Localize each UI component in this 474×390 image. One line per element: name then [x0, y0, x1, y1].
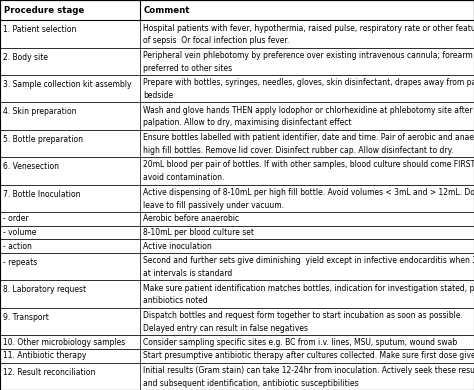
- Text: bedside: bedside: [143, 91, 173, 100]
- Bar: [0, 103, 474, 130]
- Text: 11. Antibiotic therapy: 11. Antibiotic therapy: [3, 351, 86, 360]
- Text: 1. Patient selection: 1. Patient selection: [3, 25, 76, 34]
- Bar: [0, 20, 474, 48]
- Bar: [0, 130, 474, 157]
- Text: 20mL blood per pair of bottles. If with other samples, blood culture should come: 20mL blood per pair of bottles. If with …: [143, 161, 474, 170]
- Text: Consider sampling specific sites e.g. BC from i.v. lines, MSU, sputum, wound swa: Consider sampling specific sites e.g. BC…: [143, 338, 457, 347]
- Text: Peripheral vein phlebotomy by preference over existing intravenous cannula; fore: Peripheral vein phlebotomy by preference…: [143, 51, 473, 60]
- Bar: [0, 349, 474, 363]
- Text: 10. Other microbiology samples: 10. Other microbiology samples: [3, 338, 125, 347]
- Text: Initial results (Gram stain) can take 12-24hr from inoculation. Actively seek th: Initial results (Gram stain) can take 12…: [143, 366, 474, 375]
- Text: Active dispensing of 8-10mL per high fill bottle. Avoid volumes < 3mL and > 12mL: Active dispensing of 8-10mL per high fil…: [143, 188, 474, 197]
- Text: palpation. Allow to dry, maximising disinfectant effect: palpation. Allow to dry, maximising disi…: [143, 119, 352, 128]
- Text: and subsequent identification, antibiotic susceptibilities: and subsequent identification, antibioti…: [143, 379, 359, 388]
- Text: 12. Result reconciliation: 12. Result reconciliation: [3, 367, 95, 376]
- Text: 6. Venesection: 6. Venesection: [3, 162, 59, 171]
- Text: 3. Sample collection kit assembly: 3. Sample collection kit assembly: [3, 80, 131, 89]
- Bar: [0, 184, 474, 212]
- Text: Dispatch bottles and request form together to start incubation as soon as possib: Dispatch bottles and request form togeth…: [143, 311, 463, 320]
- Bar: [0, 253, 474, 280]
- Text: avoid contamination.: avoid contamination.: [143, 173, 225, 182]
- Text: Wash and glove hands THEN apply Iodophor or chlorhexidine at phlebotomy site aft: Wash and glove hands THEN apply Iodophor…: [143, 106, 474, 115]
- Bar: [0, 239, 474, 253]
- Text: Delayed entry can result in false negatives: Delayed entry can result in false negati…: [143, 324, 308, 333]
- Text: 7. Bottle Inoculation: 7. Bottle Inoculation: [3, 190, 81, 199]
- Text: Make sure patient identification matches bottles, indication for investigation s: Make sure patient identification matches…: [143, 284, 474, 293]
- Bar: [0, 226, 474, 239]
- Text: Start presumptive antibiotic therapy after cultures collected. Make sure first d: Start presumptive antibiotic therapy aft…: [143, 351, 474, 360]
- Text: Prepare with bottles, syringes, needles, gloves, skin disinfectant, drapes away : Prepare with bottles, syringes, needles,…: [143, 78, 474, 87]
- Text: Ensure bottles labelled with patient identifier, date and time. Pair of aerobic : Ensure bottles labelled with patient ide…: [143, 133, 474, 142]
- Text: Second and further sets give diminishing  yield except in infective endocarditis: Second and further sets give diminishing…: [143, 256, 474, 265]
- Bar: [0, 280, 474, 308]
- Text: 9. Transport: 9. Transport: [3, 313, 49, 322]
- Text: of sepsis  Or focal infection plus fever.: of sepsis Or focal infection plus fever.: [143, 36, 290, 45]
- Bar: [0, 0, 474, 20]
- Text: 2. Body site: 2. Body site: [3, 53, 48, 62]
- Bar: [0, 308, 474, 335]
- Text: Procedure stage: Procedure stage: [4, 5, 84, 15]
- Text: at intervals is standard: at intervals is standard: [143, 269, 232, 278]
- Text: 5. Bottle preparation: 5. Bottle preparation: [3, 135, 83, 144]
- Text: leave to fill passively under vacuum.: leave to fill passively under vacuum.: [143, 200, 284, 209]
- Text: Hospital patients with fever, hypothermia, raised pulse, respiratory rate or oth: Hospital patients with fever, hypothermi…: [143, 23, 474, 33]
- Text: 4. Skin preparation: 4. Skin preparation: [3, 107, 76, 116]
- Text: - volume: - volume: [3, 228, 36, 237]
- Bar: [0, 48, 474, 75]
- Text: antibiotics noted: antibiotics noted: [143, 296, 208, 305]
- Bar: [0, 212, 474, 226]
- Bar: [0, 335, 474, 349]
- Text: Comment: Comment: [144, 5, 190, 15]
- Text: 8. Laboratory request: 8. Laboratory request: [3, 285, 86, 294]
- Text: 8-10mL per blood culture set: 8-10mL per blood culture set: [143, 228, 254, 237]
- Text: high fill bottles. Remove lid cover. Disinfect rubber cap. Allow disinfectant to: high fill bottles. Remove lid cover. Dis…: [143, 146, 454, 155]
- Text: Aerobic before anaerobic: Aerobic before anaerobic: [143, 215, 239, 223]
- Bar: [0, 363, 474, 390]
- Bar: [0, 157, 474, 184]
- Text: Active inoculation: Active inoculation: [143, 242, 212, 251]
- Bar: [0, 75, 474, 103]
- Text: - action: - action: [3, 242, 32, 251]
- Text: - repeats: - repeats: [3, 258, 37, 267]
- Text: preferred to other sites: preferred to other sites: [143, 64, 232, 73]
- Text: - order: - order: [3, 215, 28, 223]
